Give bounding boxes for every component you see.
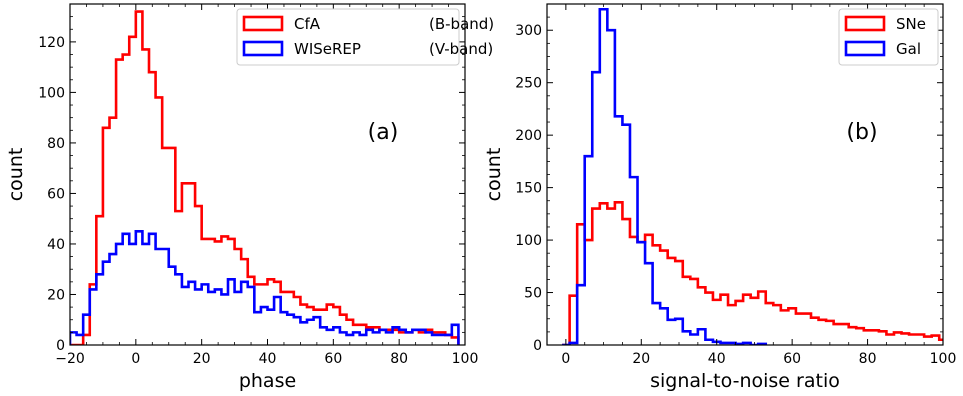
x-tick-label: 100 bbox=[930, 351, 957, 367]
panel-label: (a) bbox=[368, 120, 399, 145]
y-tick-label: 300 bbox=[515, 23, 542, 39]
panel-a: −20 0 20 40 60 80 100020406080100120phasecount… bbox=[5, 3, 494, 392]
y-tick-label: 20 bbox=[47, 287, 65, 303]
x-tick-label: −20 bbox=[55, 351, 85, 367]
panel-b: 0 20 40 60 80 100 0 50 100 150 200 250 300 signal-to-… bbox=[483, 3, 957, 392]
x-tick-label: 0 bbox=[561, 351, 570, 367]
y-tick-label: 50 bbox=[524, 286, 542, 302]
histogram-cfa bbox=[70, 10, 460, 345]
histogram-wiserep bbox=[70, 230, 460, 345]
y-tick-label: 200 bbox=[515, 128, 542, 144]
legend: CfA (B-band) WISeREP (V-band) bbox=[236, 8, 494, 66]
legend-label-sne: SNe bbox=[896, 15, 926, 33]
legend-box bbox=[838, 8, 939, 66]
y-axis-label: count bbox=[483, 148, 505, 202]
legend-label-wiserep: WISeREP bbox=[294, 40, 361, 58]
y-tick-label: 250 bbox=[515, 76, 542, 92]
y-tick-label: 40 bbox=[47, 237, 65, 253]
x-tick-label: 100 bbox=[452, 351, 479, 367]
y-tick-label: 80 bbox=[47, 136, 65, 152]
x-tick-label: 40 bbox=[708, 351, 726, 367]
plot-area bbox=[70, 10, 460, 345]
legend-label-cfa: CfA bbox=[294, 15, 321, 33]
y-tick-label: 120 bbox=[38, 35, 65, 51]
y-tick-label: 0 bbox=[533, 338, 542, 354]
legend-swatch-gal bbox=[844, 40, 886, 57]
legend-label-gal: Gal bbox=[896, 40, 921, 58]
x-tick-label: 40 bbox=[259, 351, 277, 367]
histogram-gal bbox=[562, 7, 768, 345]
y-tick-label: 150 bbox=[515, 181, 542, 197]
x-axis-label: phase bbox=[239, 370, 296, 392]
legend-swatch-sne bbox=[844, 15, 886, 32]
histogram-sne bbox=[562, 201, 943, 345]
x-tick-label: 0 bbox=[131, 351, 140, 367]
legend-band-cfa: (B-band) bbox=[429, 15, 494, 33]
legend-swatch-wiserep bbox=[242, 40, 284, 57]
x-tick-label: 80 bbox=[390, 351, 408, 367]
x-tick-label: 20 bbox=[632, 351, 650, 367]
y-tick-label: 100 bbox=[515, 233, 542, 249]
x-tick-label: 20 bbox=[193, 351, 211, 367]
x-tick-label: 60 bbox=[324, 351, 342, 367]
y-tick-label: 0 bbox=[56, 338, 65, 354]
legend-band-wiserep: (V-band) bbox=[429, 40, 493, 58]
y-axis-label: count bbox=[5, 148, 27, 202]
panel-label: (b) bbox=[846, 120, 877, 145]
legend-swatch-cfa bbox=[242, 15, 284, 32]
y-tick-label: 100 bbox=[38, 85, 65, 101]
x-axis-label: signal-to-noise ratio bbox=[650, 370, 840, 392]
y-tick-label: 60 bbox=[47, 186, 65, 202]
legend-box bbox=[236, 8, 460, 66]
x-tick-label: 60 bbox=[783, 351, 801, 367]
legend: SNe Gal bbox=[838, 8, 939, 66]
x-tick-label: 80 bbox=[859, 351, 877, 367]
